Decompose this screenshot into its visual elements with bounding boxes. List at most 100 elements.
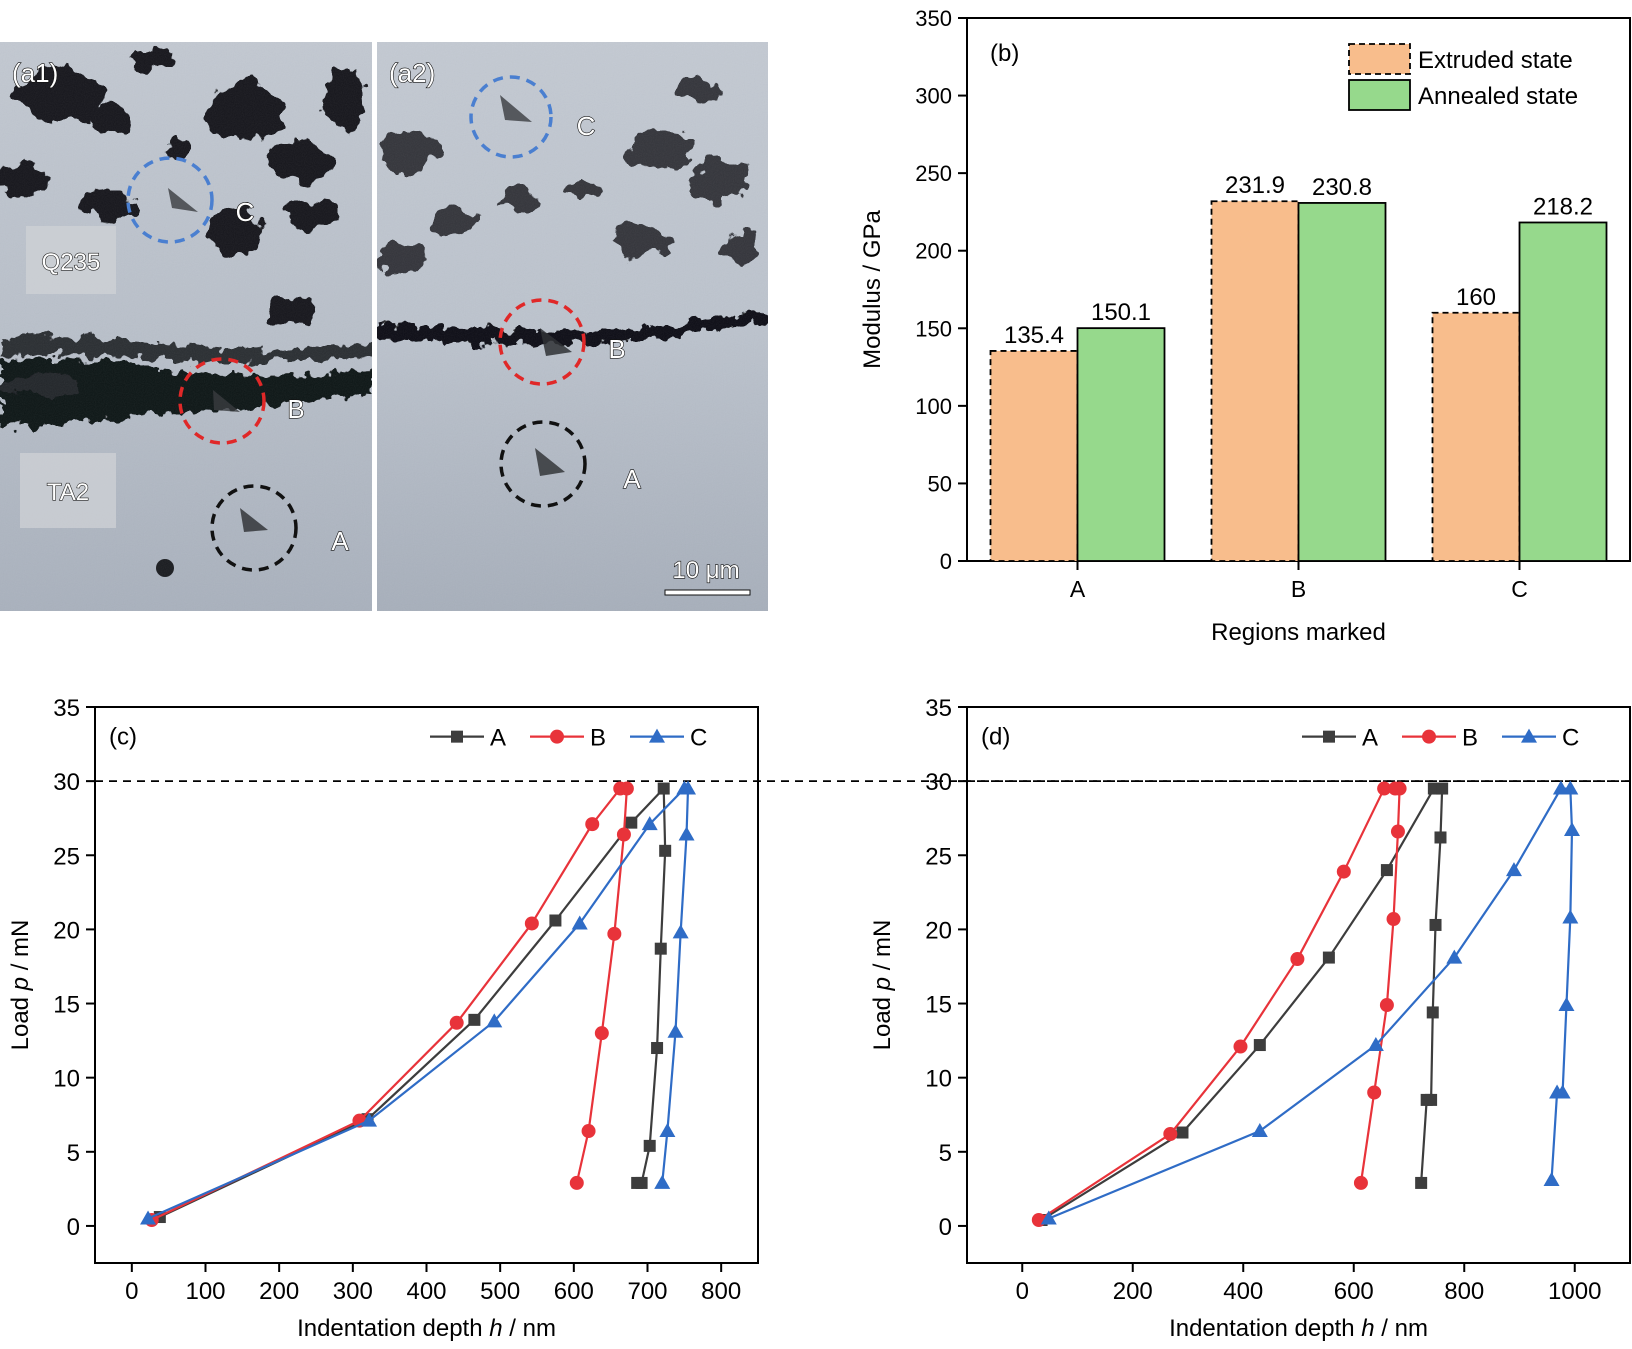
y-tick-label: 300 bbox=[915, 84, 952, 109]
chart-d: 0 200 400 600 800 1000 0 5 10 15 20 25 30 35 A B C (d) Ind… bbox=[869, 695, 1631, 1342]
data-point-C bbox=[571, 915, 588, 930]
data-point-C bbox=[667, 1023, 684, 1038]
x-axis-title-part: h bbox=[489, 1315, 502, 1342]
a2-indents bbox=[500, 95, 572, 476]
micrograph-a2 bbox=[376, 42, 768, 611]
y-tick-label: 25 bbox=[53, 843, 80, 870]
bar-annealed-state bbox=[1518, 221, 1608, 562]
legend-marker-A bbox=[1323, 730, 1335, 743]
data-point-C bbox=[1446, 949, 1463, 964]
data-point-A bbox=[631, 1176, 644, 1189]
x-tick-label: 0 bbox=[125, 1278, 138, 1305]
data-point-C bbox=[672, 924, 689, 939]
x-axis-title: Indentation depth h / nm bbox=[297, 1315, 556, 1342]
y-axis-title-part: p bbox=[869, 977, 896, 991]
x-tick-label: 800 bbox=[701, 1278, 741, 1305]
legend-marker-B bbox=[550, 729, 564, 744]
y-tick-label: 150 bbox=[915, 316, 952, 341]
panel-label: (b) bbox=[990, 40, 1019, 67]
data-point-A bbox=[468, 1013, 481, 1026]
bar-value-label: 231.9 bbox=[1225, 172, 1285, 199]
data-point-A bbox=[1176, 1126, 1189, 1139]
data-point-C bbox=[641, 816, 658, 831]
x-tick-label: 200 bbox=[259, 1278, 299, 1305]
legend-swatch bbox=[1348, 43, 1411, 75]
y-tick-label: 0 bbox=[67, 1214, 80, 1241]
x-tick-label: 200 bbox=[1113, 1278, 1153, 1305]
y-axis-title-part: Load bbox=[7, 990, 34, 1050]
data-point-C bbox=[1549, 1084, 1566, 1099]
bar-value-label: 160 bbox=[1456, 284, 1496, 311]
x-axis-title: Regions marked bbox=[1211, 619, 1386, 646]
data-point-B bbox=[1163, 1127, 1178, 1142]
data-point-B bbox=[581, 1124, 596, 1139]
x-axis-title-part: h bbox=[1361, 1315, 1374, 1342]
data-point-A bbox=[1426, 1006, 1439, 1019]
data-point-B bbox=[619, 781, 634, 796]
data-point-C bbox=[654, 1174, 671, 1189]
y-tick-label: 250 bbox=[915, 161, 952, 186]
bar-value-label: 135.4 bbox=[1004, 322, 1064, 349]
a2-label-b: B bbox=[608, 334, 625, 364]
data-point-B bbox=[1290, 952, 1305, 967]
data-point-A bbox=[1322, 951, 1335, 964]
x-tick-label: C bbox=[1511, 576, 1528, 602]
x-axis-title-part: Indentation depth bbox=[297, 1315, 489, 1342]
data-point-B bbox=[1233, 1039, 1248, 1054]
data-point-B bbox=[594, 1026, 609, 1041]
series-line-A bbox=[159, 787, 667, 1219]
a2-annotations: (a2) C B A 10 μm bbox=[388, 57, 751, 596]
data-point-C bbox=[1563, 822, 1580, 837]
data-point-B bbox=[1379, 998, 1394, 1013]
scale-bar bbox=[664, 589, 751, 596]
x-axis-title: Indentation depth h / nm bbox=[1169, 1315, 1428, 1342]
a2-indent-circle-c bbox=[469, 75, 553, 159]
bar-value-label: 150.1 bbox=[1091, 299, 1151, 326]
a2-panel-label: (a2) bbox=[389, 58, 435, 88]
legend-label: B bbox=[1462, 725, 1478, 752]
data-point-C bbox=[361, 1112, 378, 1127]
bar-value-label: 218.2 bbox=[1533, 193, 1593, 220]
a1-indent-circle-a bbox=[210, 484, 298, 572]
y-tick-label: 35 bbox=[925, 695, 952, 722]
legend-marker-A bbox=[451, 730, 463, 743]
a2-label-c: C bbox=[577, 111, 596, 141]
x-axis-title-part: Indentation depth bbox=[1169, 1315, 1361, 1342]
x-tick-label: 400 bbox=[1223, 1278, 1263, 1305]
legend-label: C bbox=[1562, 725, 1579, 752]
plot-frame bbox=[966, 706, 1631, 1264]
data-point-C bbox=[659, 1123, 676, 1138]
y-tick-label: 30 bbox=[925, 769, 952, 796]
legend-label: Annealed state bbox=[1418, 83, 1578, 110]
panel-label: (d) bbox=[981, 724, 1010, 751]
bar-value-label: 230.8 bbox=[1312, 174, 1372, 201]
x-tick-label: A bbox=[1070, 576, 1086, 602]
bar-extruded-state bbox=[989, 350, 1079, 562]
y-axis-title: Load p / mN bbox=[7, 920, 34, 1051]
data-point-B bbox=[1390, 824, 1405, 839]
y-axis-title: Modulus / GPa bbox=[859, 209, 886, 368]
y-tick-label: 15 bbox=[53, 992, 80, 1019]
data-point-B bbox=[524, 916, 539, 931]
ta2-label: TA2 bbox=[47, 479, 89, 506]
legend-marker-C bbox=[649, 728, 665, 743]
data-point-C bbox=[680, 780, 697, 795]
y-tick-label: 5 bbox=[939, 1140, 952, 1167]
q235-label-box bbox=[26, 226, 116, 294]
data-point-A bbox=[651, 1042, 664, 1055]
data-point-B bbox=[1377, 781, 1392, 796]
a2-indent-circle-a bbox=[499, 420, 587, 508]
y-tick-label: 10 bbox=[925, 1066, 952, 1093]
a1-panel-label: (a1) bbox=[12, 58, 58, 88]
scale-bar-label: 10 μm bbox=[672, 557, 739, 584]
legend-label: B bbox=[590, 725, 606, 752]
y-tick-label: 0 bbox=[939, 1214, 952, 1241]
x-tick-label: 800 bbox=[1444, 1278, 1484, 1305]
series-line-B bbox=[151, 787, 628, 1221]
data-point-A bbox=[1415, 1176, 1428, 1189]
y-tick-label: 10 bbox=[53, 1066, 80, 1093]
x-tick-label: 100 bbox=[185, 1278, 225, 1305]
y-tick-label: 5 bbox=[67, 1140, 80, 1167]
bar-annealed-state bbox=[1297, 202, 1387, 562]
legend-label: A bbox=[490, 725, 506, 752]
